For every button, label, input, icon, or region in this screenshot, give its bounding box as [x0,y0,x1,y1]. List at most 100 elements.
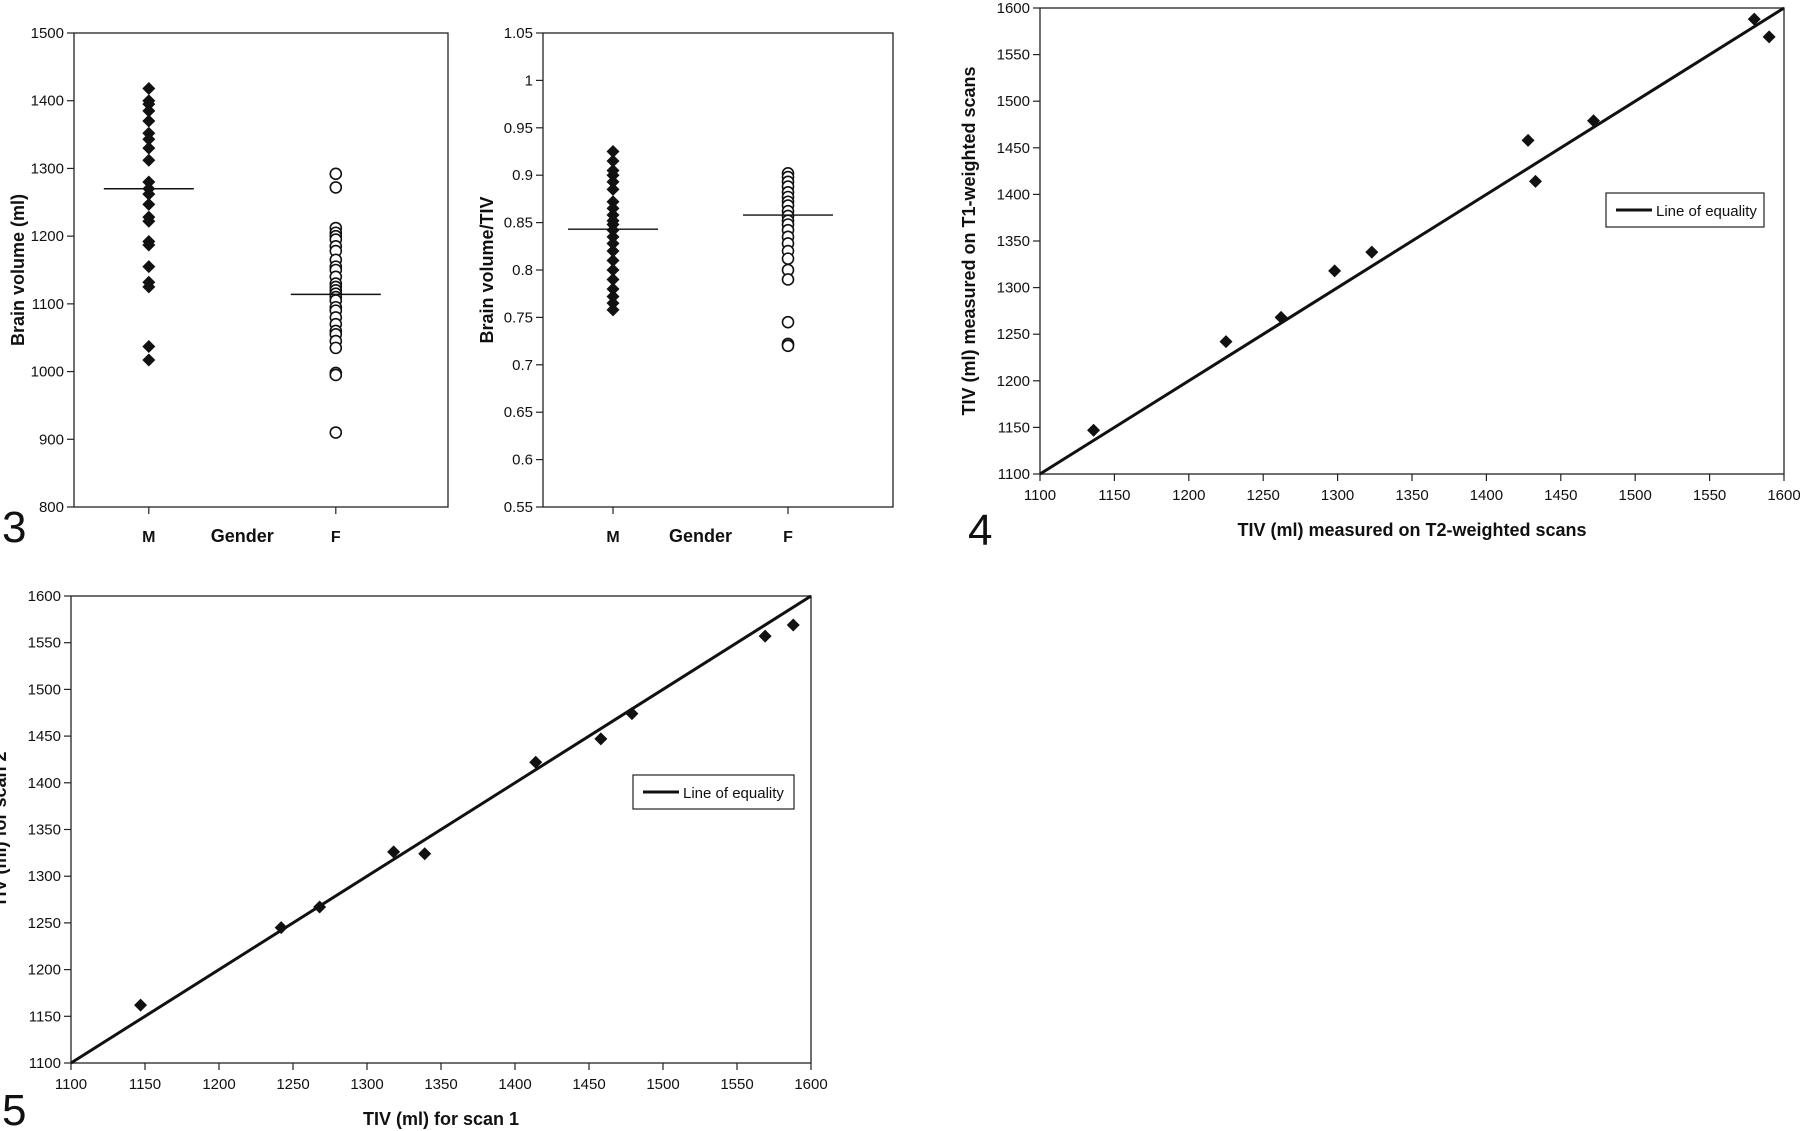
data-point-diamond [142,214,156,228]
y-tick-label: 1150 [998,419,1030,436]
y-tick-label: 0.55 [504,499,533,516]
y-tick-label: 1300 [28,868,61,885]
data-point-diamond [1328,264,1342,278]
y-tick-label: 1100 [29,1055,61,1072]
x-tick-label: 1550 [720,1076,753,1093]
data-point-diamond [134,998,148,1012]
x-tick-label: 1600 [794,1076,827,1093]
y-tick-label: 0.9 [512,167,533,184]
x-tick-label: 1400 [498,1076,531,1093]
y-tick-label: 1400 [28,775,61,792]
x-tick-label: 1550 [1693,487,1726,504]
data-point-diamond [606,201,620,215]
data-point-diamond [594,732,608,746]
legend-label: Line of equality [683,785,784,802]
panel-5-scan-reproducibility: 1100 1150 1200 1250 1300 1350 1400 1450 1500 1550… [0,588,828,1129]
y-tick-label: 1500 [997,93,1030,110]
y-tick-label: 0.65 [504,404,533,421]
y-tick-label: 1350 [997,233,1030,250]
data-point-diamond [142,353,156,367]
panel-number-5: 5 [2,1086,26,1131]
y-tick-label: 1600 [28,588,61,605]
x-tick-label: 1450 [572,1076,605,1093]
y-tick-label: 0.75 [504,309,533,326]
data-point-diamond [142,197,156,211]
x-axis-label: TIV (ml) for scan 1 [363,1109,519,1129]
category-label: F [331,529,341,546]
data-point-diamond [625,707,639,721]
y-axis-label: TIV (ml) measured on T1-weighted scans [959,66,979,415]
data-point-diamond [606,272,620,286]
x-tick-label: 1100 [1024,487,1056,504]
line-of-equality [1039,6,1785,476]
data-point-circle [781,273,795,286]
data-point-diamond [606,168,620,182]
x-tick-label: 1500 [1619,487,1652,504]
line-of-equality [70,594,812,1065]
category-label: F [783,529,793,546]
data-point-circle [781,315,795,329]
y-tick-label: 1550 [997,47,1030,64]
data-point-circle [329,426,343,439]
y-tick-label: 1000 [31,364,64,381]
legend-label: Line of equality [1656,203,1757,220]
data-point-diamond [142,132,156,146]
y-tick-label: 1 [525,72,533,89]
data-point-diamond [606,182,620,196]
y-tick-label: 1350 [28,822,61,839]
panel-number-4: 4 [968,506,992,555]
y-tick-label: 1450 [997,140,1030,157]
data-point-diamond [1274,310,1288,324]
x-tick-label: 1150 [1098,487,1130,504]
x-tick-label: 1250 [1247,487,1280,504]
y-tick-label: 1250 [997,326,1030,343]
data-point-diamond [1087,423,1101,437]
y-tick-label: 1500 [31,25,64,42]
data-point-diamond [142,104,156,118]
y-tick-label: 1150 [29,1008,61,1025]
data-point-diamond [606,145,620,158]
data-point-diamond [606,236,620,250]
x-tick-label: 1200 [202,1076,235,1093]
data-point-diamond [606,290,620,304]
data-point-diamond [142,187,156,201]
data-point-diamond [606,244,620,258]
data-point-diamond [606,303,620,317]
y-tick-label: 1300 [31,160,64,177]
data-point-diamond [606,223,620,237]
x-tick-label: 1400 [1470,487,1503,504]
y-axis-label: TIV (ml) for scan 2 [0,751,10,907]
data-point-diamond [786,618,800,632]
x-tick-label: 1100 [55,1076,87,1093]
category-label: M [606,529,619,546]
data-point-diamond [142,82,156,96]
x-axis-label: Gender [211,526,274,546]
x-tick-label: 1350 [424,1076,457,1093]
x-tick-label: 1350 [1395,487,1428,504]
plot-frame [542,32,894,508]
panel-3-brain-volume: 800 900 1000 1100 1200 1300 1400 1500 M F Gender Br… [8,25,449,546]
panel-4-t1-vs-t2-tiv: 1100 1150 1200 1250 1300 1350 1400 1450 1500 1550… [959,0,1800,540]
y-tick-label: 0.8 [512,262,533,279]
data-point-diamond [1587,114,1601,128]
y-tick-label: 1200 [28,962,61,979]
data-point-diamond [1521,133,1535,147]
y-tick-label: 1300 [997,280,1030,297]
data-point-diamond [606,263,620,277]
data-point-diamond [142,175,156,189]
x-tick-label: 1500 [646,1076,679,1093]
y-tick-label: 1250 [28,915,61,932]
data-point-diamond [1762,30,1776,44]
data-point-diamond [142,260,156,274]
x-tick-label: 1200 [1172,487,1205,504]
x-tick-label: 1300 [350,1076,383,1093]
data-point-diamond [606,254,620,268]
data-point-diamond [606,230,620,244]
data-point-circle [781,252,795,265]
data-point-diamond [1747,12,1761,26]
data-point-diamond [142,340,156,354]
panel-number-labels: 3 4 5 [2,503,992,1131]
y-tick-label: 1550 [28,635,61,652]
y-tick-label: 1100 [998,466,1030,483]
